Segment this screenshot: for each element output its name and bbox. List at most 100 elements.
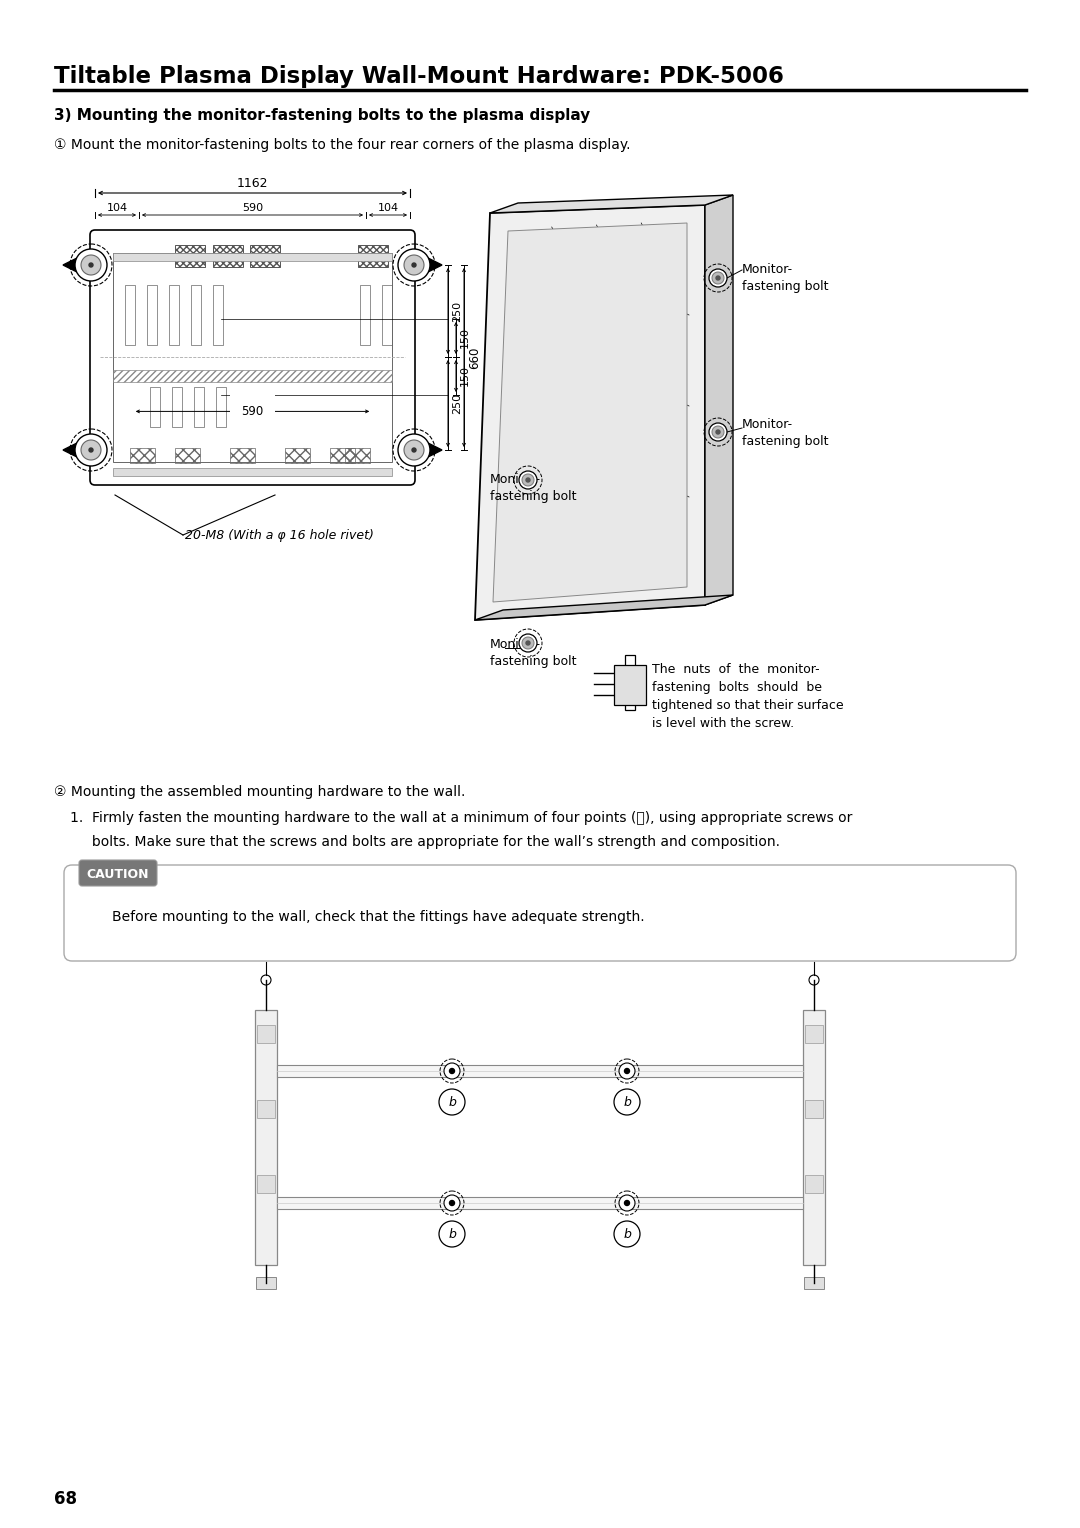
Circle shape: [619, 1195, 635, 1212]
Circle shape: [615, 1221, 640, 1247]
Text: bolts. Make sure that the screws and bolts are appropriate for the wall’s streng: bolts. Make sure that the screws and bol…: [70, 834, 780, 850]
Text: 1.  Firmly fasten the mounting hardware to the wall at a minimum of four points : 1. Firmly fasten the mounting hardware t…: [70, 811, 852, 825]
Circle shape: [619, 1063, 635, 1079]
Bar: [255, 1010, 276, 1265]
FancyBboxPatch shape: [79, 860, 157, 886]
Circle shape: [75, 249, 107, 281]
Bar: [130, 448, 156, 463]
Bar: [804, 1010, 825, 1265]
Circle shape: [411, 448, 416, 452]
Bar: [805, 1175, 823, 1193]
Bar: [113, 468, 392, 477]
Circle shape: [712, 426, 724, 439]
Bar: [256, 1277, 276, 1290]
Text: Monitor-
fastening bolt: Monitor- fastening bolt: [742, 263, 828, 293]
FancyBboxPatch shape: [64, 865, 1016, 961]
Circle shape: [615, 1089, 640, 1115]
Text: 250: 250: [453, 301, 462, 321]
Circle shape: [89, 263, 93, 267]
Circle shape: [708, 423, 727, 442]
Circle shape: [404, 255, 424, 275]
Circle shape: [519, 471, 537, 489]
Circle shape: [81, 255, 102, 275]
Bar: [249, 244, 280, 267]
FancyBboxPatch shape: [90, 231, 415, 484]
Circle shape: [444, 1063, 460, 1079]
Bar: [113, 254, 392, 461]
Polygon shape: [490, 196, 733, 212]
Circle shape: [624, 1201, 630, 1206]
Polygon shape: [475, 205, 705, 620]
Bar: [213, 286, 222, 345]
Bar: [615, 665, 646, 704]
Circle shape: [261, 975, 271, 986]
Text: CAUTION: CAUTION: [86, 868, 149, 882]
Bar: [804, 1277, 824, 1290]
Circle shape: [712, 272, 724, 284]
Bar: [285, 448, 310, 463]
Text: The  nuts  of  the  monitor-
fastening  bolts  should  be
tightened so that thei: The nuts of the monitor- fastening bolts…: [652, 663, 843, 730]
Text: Monitor-
fastening bolt: Monitor- fastening bolt: [490, 474, 577, 503]
Circle shape: [809, 975, 819, 986]
Text: Before mounting to the wall, check that the fittings have adequate strength.: Before mounting to the wall, check that …: [112, 911, 645, 924]
Circle shape: [526, 642, 530, 645]
Text: ① Mount the monitor-fastening bolts to the four rear corners of the plasma displ: ① Mount the monitor-fastening bolts to t…: [54, 138, 631, 151]
Text: 660: 660: [468, 347, 481, 368]
Circle shape: [708, 269, 727, 287]
Circle shape: [399, 434, 430, 466]
Text: 104: 104: [107, 203, 127, 212]
Text: 150: 150: [460, 327, 470, 348]
Circle shape: [716, 429, 720, 434]
Circle shape: [526, 478, 530, 481]
Bar: [230, 448, 255, 463]
Circle shape: [444, 1195, 460, 1212]
Circle shape: [449, 1068, 455, 1074]
Bar: [147, 286, 157, 345]
Text: b: b: [448, 1229, 456, 1241]
Bar: [276, 1196, 804, 1209]
Circle shape: [522, 637, 534, 649]
Bar: [175, 448, 200, 463]
Bar: [191, 286, 201, 345]
Bar: [113, 254, 392, 261]
Text: 590: 590: [241, 405, 264, 417]
Bar: [213, 244, 243, 267]
Text: 3) Mounting the monitor-fastening bolts to the plasma display: 3) Mounting the monitor-fastening bolts …: [54, 108, 591, 122]
Circle shape: [411, 263, 416, 267]
Text: 590: 590: [242, 203, 264, 212]
Bar: [330, 448, 355, 463]
Bar: [257, 1175, 275, 1193]
Bar: [150, 387, 160, 426]
Bar: [168, 286, 179, 345]
Polygon shape: [492, 223, 687, 602]
Polygon shape: [63, 443, 77, 457]
Text: 250: 250: [453, 393, 462, 414]
Circle shape: [81, 440, 102, 460]
Text: b: b: [448, 1097, 456, 1109]
Text: Tiltable Plasma Display Wall-Mount Hardware: PDK-5006: Tiltable Plasma Display Wall-Mount Hardw…: [54, 66, 784, 89]
Bar: [382, 286, 392, 345]
Polygon shape: [428, 443, 442, 457]
Bar: [172, 387, 183, 426]
Circle shape: [399, 249, 430, 281]
Bar: [805, 1025, 823, 1044]
Circle shape: [624, 1068, 630, 1074]
Text: 20-M8 (With a φ 16 hole rivet): 20-M8 (With a φ 16 hole rivet): [185, 529, 374, 541]
Circle shape: [522, 474, 534, 486]
Bar: [805, 1100, 823, 1118]
Bar: [345, 448, 370, 463]
Text: 150: 150: [460, 365, 470, 387]
Text: ② Mounting the assembled mounting hardware to the wall.: ② Mounting the assembled mounting hardwa…: [54, 785, 465, 799]
Text: b: b: [623, 1229, 631, 1241]
Text: Monitor-
fastening bolt: Monitor- fastening bolt: [490, 639, 577, 668]
Bar: [175, 244, 205, 267]
Text: 1162: 1162: [237, 177, 268, 189]
Bar: [276, 1065, 804, 1077]
Bar: [194, 387, 204, 426]
Text: 104: 104: [377, 203, 399, 212]
Text: Monitor-
fastening bolt: Monitor- fastening bolt: [742, 419, 828, 448]
Circle shape: [438, 1089, 465, 1115]
Bar: [257, 1100, 275, 1118]
Bar: [216, 387, 226, 426]
Bar: [257, 1025, 275, 1044]
